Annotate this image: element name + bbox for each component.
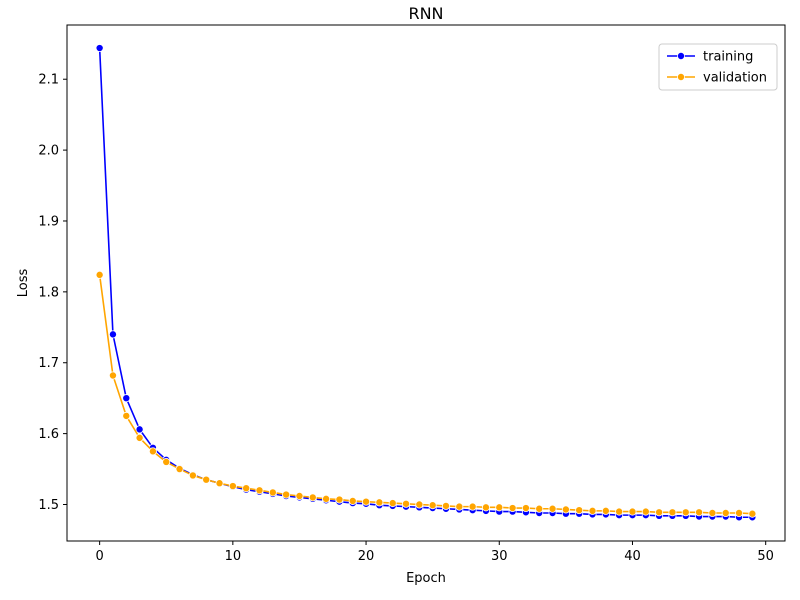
legend-marker bbox=[677, 73, 686, 82]
data-point-validation bbox=[628, 507, 637, 516]
data-point-validation bbox=[641, 507, 650, 516]
data-point-validation bbox=[748, 509, 757, 518]
legend-items: training validation bbox=[667, 50, 767, 86]
data-point-validation bbox=[481, 503, 490, 512]
data-point-validation bbox=[282, 490, 291, 499]
data-point-validation bbox=[348, 496, 357, 505]
ticks-layer: 0 10 20 30 40 50 1.5 1.6 1.7 1.8 1.9 2.0 2.1 bbox=[38, 73, 774, 564]
data-point-validation bbox=[162, 457, 171, 466]
data-point-training bbox=[122, 394, 131, 403]
data-point-validation bbox=[655, 508, 664, 517]
data-point-validation bbox=[242, 484, 251, 493]
data-point-validation bbox=[108, 371, 117, 380]
data-point-validation bbox=[148, 447, 157, 456]
data-point-validation bbox=[468, 502, 477, 511]
data-point-validation bbox=[135, 433, 144, 442]
data-point-validation bbox=[668, 508, 677, 517]
data-point-validation bbox=[268, 488, 277, 497]
y-tick-label: 1.6 bbox=[38, 427, 59, 442]
data-point-validation bbox=[428, 501, 437, 510]
legend-item-training: training bbox=[667, 50, 753, 65]
data-point-validation bbox=[402, 499, 411, 508]
data-point-validation bbox=[175, 465, 184, 474]
data-point-validation bbox=[415, 500, 424, 509]
data-point-validation bbox=[601, 506, 610, 515]
data-point-validation bbox=[335, 495, 344, 504]
series-layer bbox=[95, 44, 757, 522]
data-point-validation bbox=[228, 482, 237, 491]
data-point-validation bbox=[388, 499, 397, 508]
data-point-validation bbox=[735, 509, 744, 518]
plot-frame bbox=[66, 24, 786, 542]
data-point-validation bbox=[255, 486, 264, 495]
data-point-validation bbox=[548, 504, 557, 513]
legend: training validation bbox=[658, 43, 778, 91]
data-point-training bbox=[95, 44, 104, 53]
data-point-validation bbox=[202, 475, 211, 484]
y-tick-label: 1.7 bbox=[38, 356, 59, 371]
data-point-validation bbox=[575, 506, 584, 515]
data-point-training bbox=[135, 425, 144, 434]
data-point-training bbox=[108, 330, 117, 339]
data-point-validation bbox=[681, 508, 690, 517]
data-point-validation bbox=[615, 507, 624, 516]
y-axis-label: Loss bbox=[16, 269, 31, 298]
x-axis-label: Epoch bbox=[406, 571, 446, 586]
legend-marker bbox=[677, 52, 686, 61]
legend-label: training bbox=[703, 50, 753, 65]
data-point-validation bbox=[362, 497, 371, 506]
data-point-validation bbox=[521, 504, 530, 513]
data-point-validation bbox=[708, 509, 717, 518]
data-point-validation bbox=[535, 504, 544, 513]
x-tick-label: 30 bbox=[491, 549, 508, 564]
series-validation bbox=[95, 270, 757, 518]
x-tick-label: 20 bbox=[358, 549, 375, 564]
data-point-validation bbox=[188, 471, 197, 480]
x-tick-label: 40 bbox=[624, 549, 641, 564]
y-tick-label: 1.5 bbox=[38, 498, 59, 513]
x-tick-label: 50 bbox=[757, 549, 774, 564]
data-point-validation bbox=[695, 508, 704, 517]
data-point-validation bbox=[375, 498, 384, 507]
chart-title: RNN bbox=[408, 4, 443, 23]
data-point-validation bbox=[441, 501, 450, 510]
data-point-validation bbox=[295, 491, 304, 500]
data-point-validation bbox=[455, 502, 464, 511]
data-point-validation bbox=[721, 509, 730, 518]
data-point-validation bbox=[561, 505, 570, 514]
data-point-validation bbox=[95, 270, 104, 279]
data-point-validation bbox=[495, 503, 504, 512]
legend-label: validation bbox=[703, 71, 767, 86]
y-tick-label: 2.0 bbox=[38, 144, 59, 159]
legend-item-validation: validation bbox=[667, 71, 767, 86]
y-tick-label: 2.1 bbox=[38, 73, 59, 88]
data-point-validation bbox=[215, 479, 224, 488]
x-tick-label: 0 bbox=[95, 549, 103, 564]
y-tick-label: 1.8 bbox=[38, 285, 59, 300]
data-point-validation bbox=[308, 493, 317, 502]
data-point-validation bbox=[508, 504, 517, 513]
data-point-validation bbox=[588, 506, 597, 515]
y-tick-label: 1.9 bbox=[38, 214, 59, 229]
data-point-validation bbox=[122, 411, 131, 420]
data-point-validation bbox=[322, 494, 331, 503]
plot-area bbox=[67, 25, 785, 541]
x-tick-label: 10 bbox=[225, 549, 242, 564]
